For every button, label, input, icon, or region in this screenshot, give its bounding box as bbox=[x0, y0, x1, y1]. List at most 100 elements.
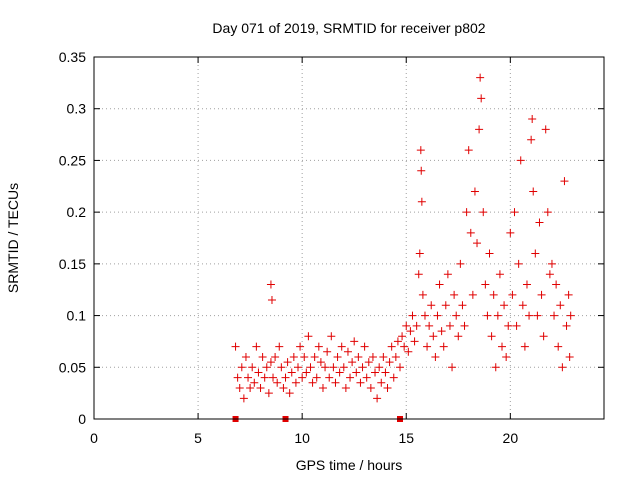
data-point bbox=[314, 342, 323, 351]
data-point bbox=[537, 290, 546, 299]
data-point bbox=[393, 337, 402, 346]
data-point bbox=[512, 321, 521, 330]
data-point bbox=[277, 363, 286, 372]
data-point bbox=[433, 311, 442, 320]
data-point bbox=[543, 208, 552, 217]
data-point bbox=[264, 389, 273, 398]
data-point bbox=[306, 363, 315, 372]
data-point bbox=[558, 363, 567, 372]
grid bbox=[94, 57, 604, 419]
data-point bbox=[485, 249, 494, 258]
data-point bbox=[479, 208, 488, 217]
data-point bbox=[239, 394, 248, 403]
data-point bbox=[481, 280, 490, 289]
data-point bbox=[475, 125, 484, 134]
data-point bbox=[391, 352, 400, 361]
data-point bbox=[310, 352, 319, 361]
data-point bbox=[396, 363, 404, 372]
data-point bbox=[476, 73, 485, 82]
data-point bbox=[439, 342, 448, 351]
data-point bbox=[389, 373, 398, 382]
data-point bbox=[458, 301, 467, 310]
data-point bbox=[279, 383, 288, 392]
data-point bbox=[466, 228, 475, 237]
data-point bbox=[412, 321, 421, 330]
y-tick-label: 0.1 bbox=[67, 308, 87, 324]
data-point bbox=[273, 378, 282, 387]
x-tick-label: 0 bbox=[90, 430, 98, 446]
data-point bbox=[456, 259, 465, 268]
data-point bbox=[341, 383, 350, 392]
data-point bbox=[529, 187, 538, 196]
data-point bbox=[565, 352, 574, 361]
data-point bbox=[535, 218, 544, 227]
axis-ticks: 0 0.05 0.1 0.15 0.2 0.25 0.3 0.35 0 5 10 15 20 bbox=[59, 49, 604, 446]
data-point bbox=[241, 352, 250, 361]
data-point bbox=[427, 301, 436, 310]
data-point bbox=[402, 321, 411, 330]
data-point bbox=[385, 358, 394, 367]
data-point bbox=[522, 280, 531, 289]
data-point bbox=[554, 342, 563, 351]
data-point bbox=[339, 363, 348, 372]
y-tick-label: 0.15 bbox=[59, 256, 86, 272]
y-tick-label: 0.05 bbox=[59, 359, 86, 375]
data-point bbox=[556, 301, 565, 310]
data-point bbox=[441, 301, 450, 310]
data-points bbox=[231, 73, 575, 422]
data-point bbox=[254, 368, 263, 377]
data-point bbox=[346, 373, 355, 382]
data-point bbox=[566, 311, 575, 320]
data-point bbox=[354, 352, 363, 361]
data-point bbox=[547, 259, 556, 268]
data-point bbox=[321, 363, 330, 372]
data-point bbox=[495, 270, 504, 279]
data-point bbox=[531, 249, 540, 258]
data-point bbox=[291, 378, 300, 387]
data-point bbox=[267, 296, 276, 305]
data-point bbox=[350, 337, 359, 346]
data-point bbox=[462, 208, 471, 217]
data-point bbox=[477, 94, 486, 103]
data-point bbox=[271, 352, 280, 361]
data-point bbox=[564, 290, 573, 299]
data-point bbox=[275, 342, 284, 351]
data-point bbox=[400, 342, 409, 351]
data-point bbox=[493, 311, 502, 320]
data-point bbox=[417, 166, 426, 175]
data-point bbox=[398, 332, 407, 341]
plot-frame bbox=[93, 56, 605, 420]
data-point bbox=[379, 352, 388, 361]
data-point bbox=[266, 358, 275, 367]
chart-title: Day 071 of 2019, SRMTID for receiver p80… bbox=[212, 20, 485, 36]
data-point bbox=[343, 347, 352, 356]
data-point bbox=[281, 373, 290, 382]
data-point bbox=[404, 347, 413, 356]
data-point bbox=[237, 363, 246, 372]
data-point bbox=[518, 301, 527, 310]
data-point bbox=[298, 373, 307, 382]
data-point bbox=[327, 332, 336, 341]
data-point bbox=[358, 363, 367, 372]
data-point bbox=[417, 197, 426, 206]
x-tick-label: 5 bbox=[194, 430, 202, 446]
data-point bbox=[233, 373, 242, 382]
data-point bbox=[425, 321, 434, 330]
data-point bbox=[502, 352, 511, 361]
data-point bbox=[560, 177, 569, 186]
data-point bbox=[418, 290, 427, 299]
data-point bbox=[473, 239, 482, 248]
data-point bbox=[368, 352, 377, 361]
data-point bbox=[460, 321, 469, 330]
data-point bbox=[533, 311, 542, 320]
data-point bbox=[416, 146, 425, 155]
data-point bbox=[483, 311, 492, 320]
data-point bbox=[552, 280, 561, 289]
data-point bbox=[527, 135, 536, 144]
x-axis-label: GPS time / hours bbox=[296, 457, 403, 473]
data-point bbox=[362, 373, 371, 382]
x-tick-label: 15 bbox=[398, 430, 414, 446]
data-point bbox=[443, 270, 452, 279]
data-point bbox=[258, 352, 267, 361]
